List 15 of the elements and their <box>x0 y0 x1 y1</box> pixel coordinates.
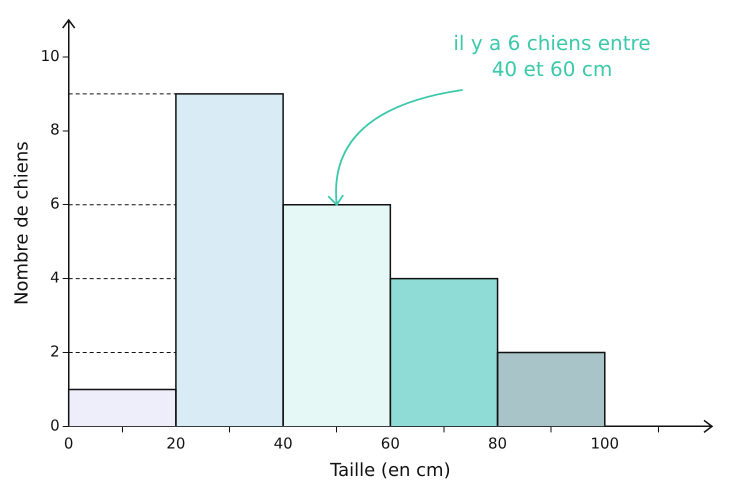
y-tick-label: 10 <box>40 46 60 65</box>
x-tick-label: 0 <box>64 434 74 452</box>
x-tick-label: 20 <box>166 434 186 452</box>
y-tick-label: 2 <box>50 342 60 360</box>
y-tick-label: 8 <box>50 120 60 139</box>
x-tick-label: 100 <box>590 434 620 452</box>
annotation: il y a 6 chiens entre 40 et 60 cm <box>453 31 651 81</box>
x-tick-label: 60 <box>380 434 400 452</box>
x-tick-label: 80 <box>488 434 508 452</box>
y-tick-label: 0 <box>50 416 60 434</box>
x-axis-title: Taille (en cm) <box>329 460 451 481</box>
y-tick-label: 6 <box>50 194 60 213</box>
y-tick-label: 4 <box>50 268 60 287</box>
x-tick-label: 40 <box>274 434 293 452</box>
y-axis-title: Nombre de chiens <box>11 141 32 306</box>
